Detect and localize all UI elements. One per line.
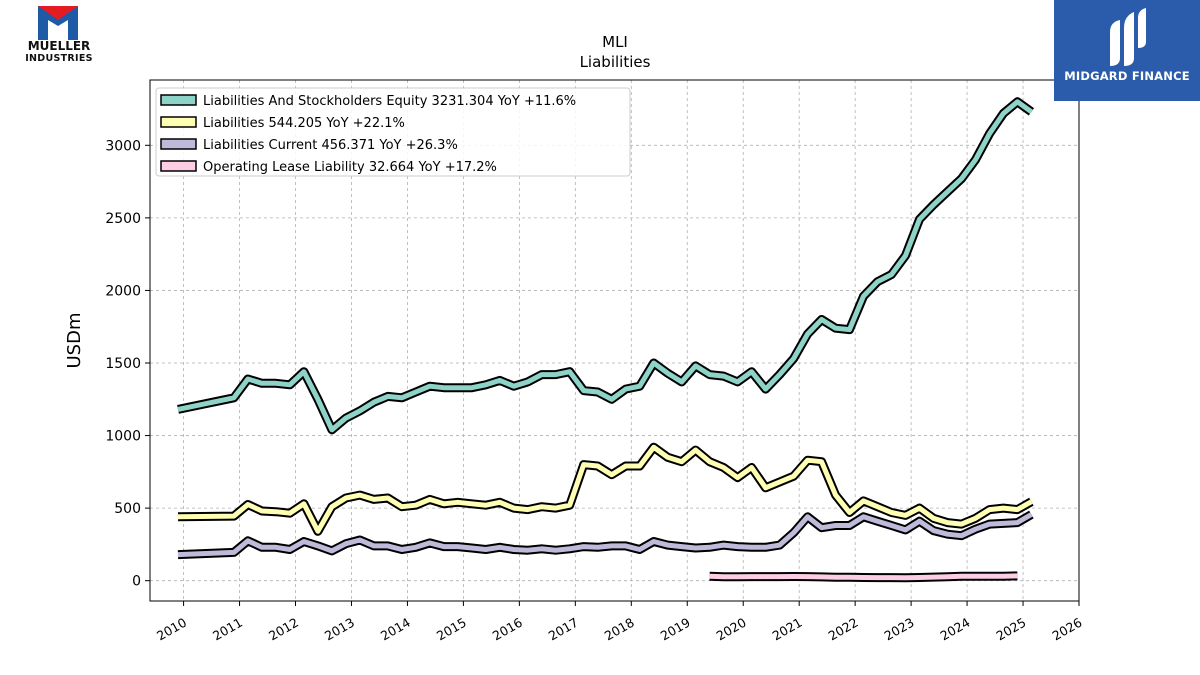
midgard-logo: MIDGARD FINANCE	[1054, 0, 1200, 101]
x-tick-label: 2021	[770, 615, 805, 644]
mueller-logo-line1: MUELLER	[27, 39, 91, 53]
x-tick-label: 2025	[993, 615, 1028, 644]
legend-entry: Liabilities Current 456.371 YoY +26.3%	[203, 138, 458, 153]
y-axis-label: USDm	[64, 313, 85, 369]
y-tick-label: 2500	[105, 211, 141, 227]
legend-swatch	[160, 94, 197, 106]
y-tick-label: 0	[132, 574, 141, 590]
chart-legend: Liabilities And Stockholders Equity 3231…	[155, 87, 631, 177]
liabilities-current-line	[177, 512, 1033, 558]
x-tick-label: 2010	[154, 615, 189, 644]
legend-swatch	[160, 160, 197, 172]
x-tick-label: 2023	[882, 615, 917, 644]
y-tick-label: 1500	[105, 356, 141, 372]
legend-entry: Liabilities 544.205 YoY +22.1%	[203, 116, 405, 131]
x-tick-label: 2011	[210, 615, 245, 644]
midgard-mark-icon	[1110, 8, 1146, 66]
y-tick-label: 2000	[105, 283, 141, 299]
x-tick-label: 2024	[938, 615, 973, 644]
legend-entry: Operating Lease Liability 32.664 YoY +17…	[203, 160, 497, 175]
liabilities-line	[177, 444, 1033, 534]
x-tick-label: 2019	[658, 615, 693, 644]
x-tick-label: 2013	[322, 615, 357, 644]
x-tick-label: 2017	[546, 615, 581, 644]
liabilities-outline	[177, 442, 1034, 536]
chart-title: MLI	[602, 33, 628, 51]
x-tick-label: 2026	[1049, 615, 1084, 644]
plot-frame	[149, 79, 1080, 602]
mueller-logo-line2: INDUSTRIES	[25, 53, 93, 64]
mueller-logo: MUELLER INDUSTRIES	[20, 6, 98, 66]
legend-swatch	[160, 138, 197, 150]
chart-grid	[150, 80, 1080, 601]
x-tick-label: 2018	[602, 615, 637, 644]
x-tick-label: 2022	[826, 615, 861, 644]
chart-series	[177, 97, 1035, 583]
x-tick-label: 2016	[490, 615, 525, 644]
chart-subtitle: Liabilities	[579, 53, 651, 71]
legend-swatch	[160, 116, 197, 128]
mueller-mark-icon	[38, 6, 78, 40]
liabilities-and-stockholders-equity-line	[177, 99, 1033, 433]
x-tick-label: 2015	[434, 615, 469, 644]
y-tick-label: 500	[114, 501, 141, 517]
x-tick-label: 2020	[714, 615, 749, 644]
midgard-logo-name: MIDGARD FINANCE	[1064, 69, 1190, 83]
y-tick-label: 1000	[105, 429, 141, 445]
x-tick-label: 2012	[266, 615, 301, 644]
legend-box	[155, 87, 631, 177]
legend-entry: Liabilities And Stockholders Equity 3231…	[203, 94, 576, 109]
x-tick-label: 2014	[378, 615, 413, 644]
y-tick-label: 3000	[105, 138, 141, 154]
operating-lease-liability-line	[709, 573, 1018, 581]
